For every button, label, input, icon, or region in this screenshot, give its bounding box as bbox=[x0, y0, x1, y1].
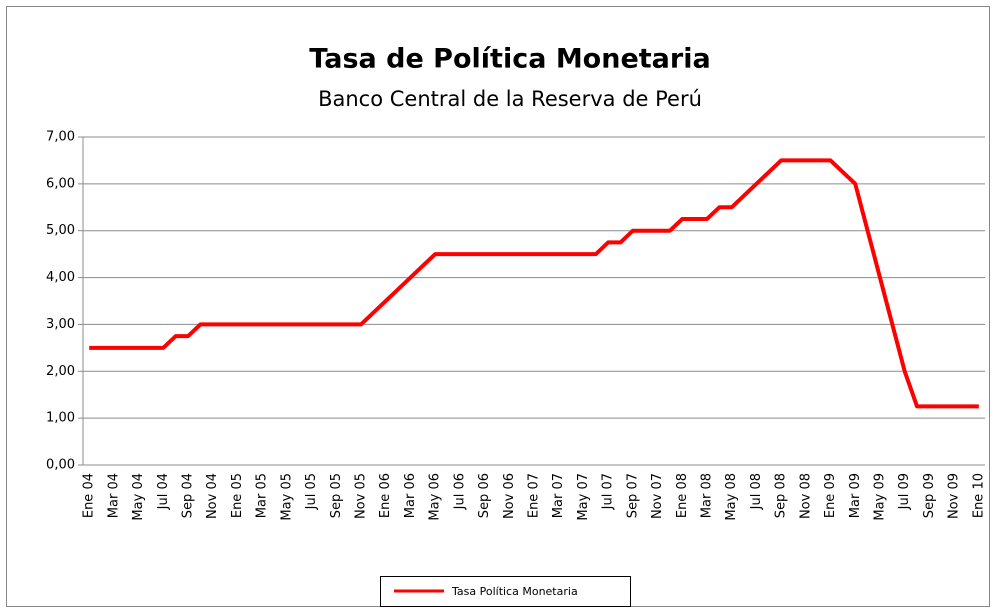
y-tick-label: 6,00 bbox=[46, 176, 75, 191]
x-tick-label: Sep 04 bbox=[181, 473, 196, 518]
x-tick-label: Nov 05 bbox=[354, 473, 369, 519]
chart-subtitle: Banco Central de la Reserva de Perú bbox=[318, 87, 702, 111]
y-tick-label: 4,00 bbox=[46, 270, 75, 285]
x-tick-label: Nov 07 bbox=[650, 473, 665, 519]
x-tick-label: Mar 04 bbox=[106, 473, 121, 518]
y-tick-label: 7,00 bbox=[46, 130, 75, 145]
x-tick-label: May 09 bbox=[872, 473, 887, 521]
x-tick-label: Sep 09 bbox=[922, 473, 937, 518]
x-tick-label: Jul 04 bbox=[156, 473, 171, 510]
legend-label: Tasa Política Monetaria bbox=[451, 585, 578, 598]
x-tick-label: Mar 07 bbox=[551, 473, 566, 518]
x-tick-label: Nov 06 bbox=[502, 473, 517, 519]
x-tick-label: Nov 08 bbox=[798, 473, 813, 519]
x-tick-label: Ene 07 bbox=[527, 473, 542, 518]
x-tick-label: May 05 bbox=[279, 473, 294, 521]
x-tick-label: Mar 05 bbox=[255, 473, 270, 518]
x-tick-label: Sep 06 bbox=[477, 473, 492, 518]
y-tick-label: 5,00 bbox=[46, 223, 75, 238]
chart-frame bbox=[6, 6, 990, 607]
x-tick-label: May 08 bbox=[724, 473, 739, 521]
y-tick-label: 2,00 bbox=[46, 364, 75, 379]
x-tick-label: May 06 bbox=[428, 473, 443, 521]
x-tick-label: Jul 05 bbox=[304, 473, 319, 510]
x-tick-label: Mar 08 bbox=[699, 473, 714, 518]
x-tick-label: Ene 10 bbox=[971, 473, 986, 518]
x-tick-label: Mar 06 bbox=[403, 473, 418, 518]
y-tick-label: 1,00 bbox=[46, 411, 75, 426]
x-tick-label: Jul 07 bbox=[601, 473, 616, 510]
x-tick-label: Jul 08 bbox=[749, 473, 764, 510]
y-tick-label: 3,00 bbox=[46, 317, 75, 332]
x-tick-label: Sep 08 bbox=[774, 473, 789, 518]
x-tick-label: Sep 05 bbox=[329, 473, 344, 518]
x-tick-label: Ene 06 bbox=[378, 473, 393, 518]
x-tick-label: Jul 09 bbox=[897, 473, 912, 510]
x-tick-label: May 07 bbox=[576, 473, 591, 521]
y-tick-label: 0,00 bbox=[46, 458, 75, 473]
x-tick-label: Ene 09 bbox=[823, 473, 838, 518]
x-tick-label: May 04 bbox=[131, 473, 146, 521]
chart-title: Tasa de Política Monetaria bbox=[309, 44, 710, 75]
x-tick-label: Ene 05 bbox=[230, 473, 245, 518]
x-tick-label: Mar 09 bbox=[848, 473, 863, 518]
x-tick-label: Ene 08 bbox=[675, 473, 690, 518]
x-tick-label: Jul 06 bbox=[452, 473, 467, 510]
x-tick-label: Nov 04 bbox=[205, 473, 220, 519]
data-line bbox=[89, 158, 979, 409]
x-tick-label: Sep 07 bbox=[625, 473, 640, 518]
x-tick-label: Nov 09 bbox=[947, 473, 962, 519]
x-tick-label: Ene 04 bbox=[82, 473, 97, 518]
